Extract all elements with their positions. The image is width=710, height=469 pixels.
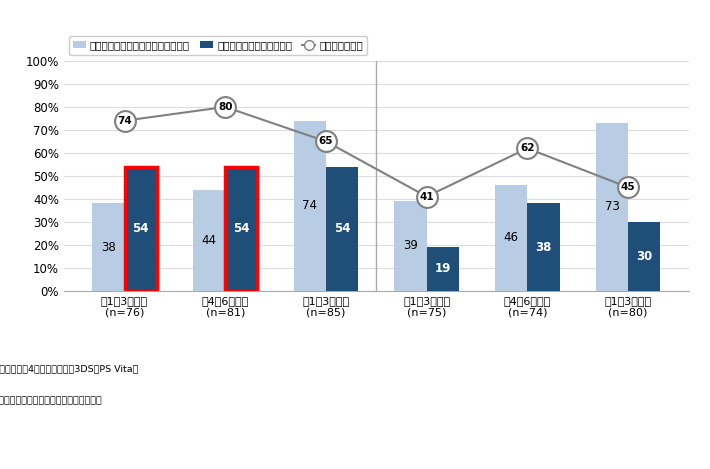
Bar	[92, 204, 124, 291]
Text: 46: 46	[504, 231, 519, 244]
Bar	[395, 201, 427, 291]
Bar	[326, 166, 358, 291]
Text: 80: 80	[218, 102, 232, 112]
Text: 19: 19	[435, 263, 451, 275]
Text: 62: 62	[520, 144, 535, 153]
Text: 54: 54	[233, 222, 250, 235]
Bar	[528, 204, 559, 291]
Bar	[124, 166, 157, 291]
Text: 30: 30	[636, 250, 652, 263]
Legend: スマホ・ケータイでのネット利用率, ゲーム機でのネット利用率, ゲーム機利用率: スマホ・ケータイでのネット利用率, ゲーム機でのネット利用率, ゲーム機利用率	[69, 36, 367, 54]
Text: 注２：スマホ・ケータイでのネット利用は、家族などで共有しているものを含め、子どもがネットに接続して利用している機器の有無を: 注２：スマホ・ケータイでのネット利用は、家族などで共有しているものを含め、子ども…	[0, 396, 102, 406]
Text: 54: 54	[132, 222, 149, 235]
Text: 74: 74	[117, 116, 132, 126]
Bar	[596, 123, 628, 291]
Bar	[193, 189, 225, 291]
Text: 注１：「ゲーム機利用率」「ゲーム機でのネット利用率」は、ニンテンドースイッチ、プレイステーション4、ニンテンドー3DS、PS Vitaな: 注１：「ゲーム機利用率」「ゲーム機でのネット利用率」は、ニンテンドースイッチ、プ…	[0, 364, 138, 373]
Text: 45: 45	[621, 182, 635, 192]
Text: 65: 65	[319, 136, 333, 146]
Bar	[225, 166, 258, 291]
Bar	[495, 185, 528, 291]
Text: 44: 44	[202, 234, 217, 247]
Text: 38: 38	[535, 241, 552, 254]
Text: 73: 73	[604, 200, 619, 213]
Bar	[294, 121, 326, 291]
Bar	[225, 166, 258, 291]
Bar	[124, 166, 157, 291]
Text: 39: 39	[403, 240, 418, 252]
Text: 74: 74	[302, 199, 317, 212]
Bar	[427, 247, 459, 291]
Text: 54: 54	[334, 222, 350, 235]
Text: 38: 38	[101, 241, 116, 254]
Bar	[628, 222, 660, 291]
Text: 41: 41	[420, 191, 434, 202]
